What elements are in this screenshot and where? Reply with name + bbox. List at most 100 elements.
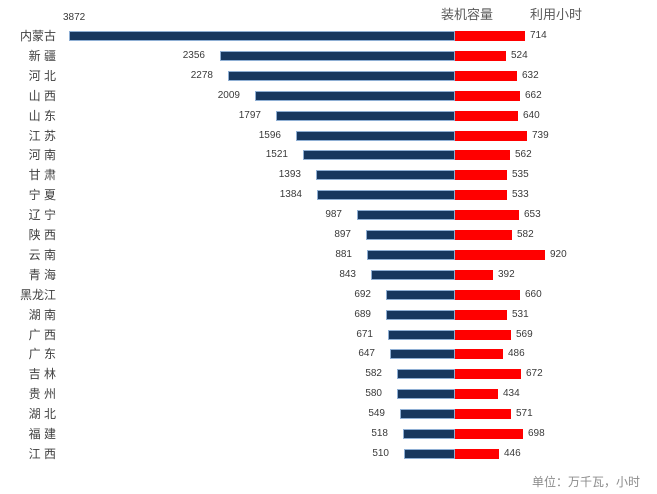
hours-value-label: 535 [512, 169, 529, 180]
hours-bar [455, 290, 520, 300]
capacity-value-label: 897 [334, 229, 351, 240]
hours-value-label: 640 [523, 110, 540, 121]
category-label: 河 北 [28, 69, 56, 83]
category-label: 福 建 [28, 427, 56, 441]
capacity-value-label: 3872 [63, 12, 86, 23]
hours-bar [455, 230, 512, 240]
category-label: 青 海 [28, 268, 56, 282]
hours-value-label: 531 [512, 309, 529, 320]
category-label: 黑龙江 [19, 288, 56, 302]
capacity-value-label: 518 [371, 428, 388, 439]
capacity-value-label: 1393 [278, 169, 301, 180]
hours-bar [455, 349, 503, 359]
capacity-value-label: 2356 [182, 50, 205, 61]
category-label: 山 东 [28, 109, 56, 123]
capacity-bar [276, 111, 455, 121]
hours-value-label: 524 [511, 50, 528, 61]
capacity-value-label: 549 [368, 408, 385, 419]
capacity-value-label: 689 [354, 309, 371, 320]
hours-value-label: 533 [512, 189, 529, 200]
category-label: 广 东 [28, 347, 56, 361]
capacity-bar [386, 290, 455, 300]
capacity-value-label: 582 [365, 368, 382, 379]
hours-value-label: 562 [515, 149, 532, 160]
category-label: 广 西 [28, 328, 56, 342]
category-label: 甘 肃 [28, 168, 56, 182]
hours-bar [455, 389, 498, 399]
hours-bar [455, 150, 510, 160]
capacity-bar [69, 31, 455, 41]
hours-bar [455, 449, 499, 459]
hours-value-label: 698 [528, 428, 545, 439]
hours-bar [455, 429, 523, 439]
capacity-bar [403, 429, 455, 439]
hours-bar [455, 250, 545, 260]
capacity-bar [255, 91, 455, 101]
capacity-value-label: 1521 [265, 149, 288, 160]
capacity-bar [228, 71, 455, 81]
hours-value-label: 653 [524, 209, 541, 220]
category-label: 江 西 [28, 447, 56, 461]
capacity-series-header: 装机容量 [441, 7, 494, 22]
hours-value-label: 446 [504, 448, 521, 459]
capacity-bar [303, 150, 455, 160]
capacity-value-label: 2009 [217, 90, 240, 101]
capacity-bar [390, 349, 455, 359]
hours-bar [455, 91, 520, 101]
capacity-value-label: 881 [335, 249, 352, 260]
category-label: 内蒙古 [19, 29, 56, 43]
capacity-bar [366, 230, 455, 240]
capacity-value-label: 843 [339, 269, 356, 280]
hours-value-label: 672 [526, 368, 543, 379]
hours-bar [455, 51, 506, 61]
capacity-bar [371, 270, 455, 280]
hours-value-label: 660 [525, 289, 542, 300]
hours-value-label: 582 [517, 229, 534, 240]
hours-bar [455, 190, 507, 200]
capacity-value-label: 671 [356, 329, 373, 340]
category-label: 江 苏 [28, 129, 56, 143]
capacity-value-label: 1797 [238, 110, 261, 121]
hours-value-label: 434 [503, 388, 520, 399]
hours-value-label: 486 [508, 348, 525, 359]
category-label: 山 西 [28, 89, 56, 103]
hours-bar [455, 330, 511, 340]
hours-bar [455, 210, 519, 220]
capacity-bar [404, 449, 455, 459]
hours-bar [455, 111, 518, 121]
hours-value-label: 920 [550, 249, 567, 260]
hours-value-label: 392 [498, 269, 515, 280]
capacity-bar [357, 210, 455, 220]
hours-value-label: 714 [530, 30, 547, 41]
hours-value-label: 739 [532, 130, 549, 141]
unit-note: 单位：万千瓦，小时 [531, 475, 640, 489]
capacity-bar [400, 409, 455, 419]
hours-bar [455, 409, 511, 419]
hours-bar [455, 31, 525, 41]
hours-bar [455, 369, 521, 379]
category-label: 湖 南 [28, 308, 56, 322]
category-label: 辽 宁 [28, 208, 56, 222]
hours-bar [455, 270, 493, 280]
capacity-bar [317, 190, 455, 200]
capacity-value-label: 510 [372, 448, 389, 459]
category-label: 宁 夏 [28, 188, 56, 202]
hours-bar [455, 310, 507, 320]
capacity-bar [220, 51, 455, 61]
category-label: 吉 林 [28, 367, 56, 381]
category-label: 新 疆 [28, 49, 56, 63]
hours-series-header: 利用小时 [530, 7, 583, 22]
capacity-value-label: 1596 [258, 130, 281, 141]
capacity-bar [388, 330, 455, 340]
hours-value-label: 569 [516, 329, 533, 340]
category-label: 河 南 [28, 148, 56, 162]
category-label: 陕 西 [28, 228, 56, 242]
capacity-bar [367, 250, 455, 260]
hours-value-label: 662 [525, 90, 542, 101]
hours-value-label: 571 [516, 408, 533, 419]
capacity-bar [296, 131, 455, 141]
hours-value-label: 632 [522, 70, 539, 81]
category-label: 贵 州 [28, 387, 56, 401]
category-label: 云 南 [28, 248, 56, 262]
hours-bar [455, 71, 517, 81]
